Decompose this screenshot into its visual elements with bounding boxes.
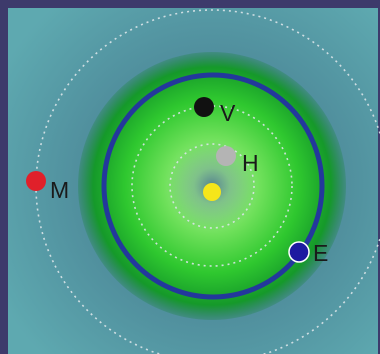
body-h-label: H	[242, 150, 259, 176]
body-v	[194, 97, 214, 117]
middle-dotted-orbit	[131, 105, 293, 267]
body-h	[216, 146, 236, 166]
body-m-label: M	[50, 177, 69, 203]
inner-dotted-orbit	[169, 143, 255, 229]
body-m	[26, 171, 46, 191]
highlighted-orbit	[101, 72, 325, 300]
body-e	[288, 241, 310, 263]
star	[203, 183, 221, 201]
body-e-label: E	[313, 240, 328, 266]
body-v-label: V	[220, 100, 236, 126]
